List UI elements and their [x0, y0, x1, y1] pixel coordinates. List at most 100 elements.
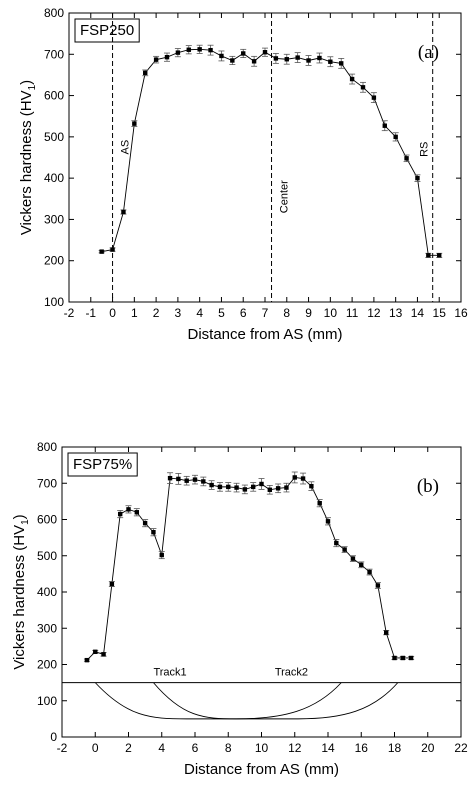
data-point — [408, 655, 414, 661]
panel-tag: (b) — [417, 476, 439, 497]
data-point — [317, 500, 322, 506]
x-tick-label: 6 — [192, 741, 199, 755]
x-tick-label: 16 — [454, 306, 468, 320]
x-tick-label: 5 — [218, 306, 225, 320]
y-axis-title-sub: 1 — [27, 84, 38, 90]
data-point — [273, 56, 279, 61]
data-point — [284, 57, 289, 62]
x-tick-label: 0 — [92, 741, 99, 755]
x-tick-label: 2 — [125, 741, 132, 755]
region-label: RS — [419, 142, 431, 157]
x-tick-label: 2 — [153, 306, 160, 320]
data-point — [242, 487, 248, 492]
x-tick-label: -2 — [64, 306, 75, 320]
y-tick-label: 800 — [44, 6, 64, 20]
data-point — [404, 156, 409, 161]
data-point — [93, 649, 98, 655]
plot-frame — [61, 446, 462, 738]
x-tick-label: 13 — [389, 306, 403, 320]
data-point — [230, 58, 235, 63]
data-point — [339, 61, 344, 66]
data-point — [300, 476, 306, 481]
data-point — [371, 95, 377, 100]
x-tick-label: 16 — [355, 741, 369, 755]
y-tick-label: 300 — [44, 212, 64, 226]
panel-tag: (a) — [418, 42, 439, 63]
data-point — [99, 249, 104, 254]
x-tick-label: 0 — [109, 306, 116, 320]
region-label: AS — [120, 140, 132, 155]
x-tick-label: 14 — [411, 306, 425, 320]
x-tick-label: 7 — [262, 306, 269, 320]
x-axis-title: Distance from AS (mm) — [187, 326, 342, 343]
track-label: Track2 — [275, 666, 308, 678]
x-tick-label: 1 — [131, 306, 138, 320]
data-point — [262, 50, 268, 55]
y-tick-label: 600 — [37, 513, 57, 527]
data-point — [382, 123, 387, 128]
y-tick-label: 700 — [37, 476, 57, 490]
y-axis-title-sub: 1 — [20, 519, 31, 525]
track-profile-track2 — [153, 682, 399, 720]
y-tick-label: 700 — [44, 47, 64, 61]
data-point — [383, 630, 389, 635]
data-point — [251, 59, 257, 64]
data-point — [159, 552, 164, 558]
y-axis-title-main: Vickers hardness (HV — [18, 90, 35, 235]
data-point — [392, 655, 397, 661]
data-point — [292, 475, 297, 480]
x-tick-label: 15 — [433, 306, 447, 320]
x-tick-label: 11 — [346, 306, 359, 320]
data-point — [151, 529, 156, 535]
data-point — [132, 121, 137, 126]
x-tick-label: 8 — [225, 741, 232, 755]
data-point — [208, 47, 213, 53]
y-axis-title: Vickers hardness (HV1) — [18, 80, 38, 235]
data-point — [101, 652, 106, 657]
data-point — [275, 486, 281, 491]
x-tick-label: 3 — [175, 306, 182, 320]
y-axis-title: Vickers hardness (HV1) — [11, 514, 31, 669]
panel-b: -2 0 2 4 6 8 10 12 14 16 18 20 220100200300400500600… — [11, 440, 468, 778]
x-tick-label: 12 — [367, 306, 381, 320]
data-point — [192, 477, 198, 482]
x-tick-label: 6 — [240, 306, 247, 320]
data-point — [217, 484, 223, 490]
series-line — [86, 476, 412, 661]
y-tick-label: 400 — [44, 171, 64, 185]
x-axis-title: Distance from AS (mm) — [184, 761, 339, 778]
sample-label: FSP75% — [73, 456, 132, 473]
data-point — [109, 581, 115, 587]
y-tick-label: 800 — [37, 440, 57, 454]
series-line — [101, 48, 440, 256]
x-tick-label: 12 — [288, 741, 302, 755]
data-point — [167, 475, 173, 481]
data-point — [241, 51, 246, 56]
data-point — [121, 209, 126, 215]
y-tick-label: 200 — [37, 658, 57, 672]
region-label: Center — [279, 180, 291, 213]
y-axis-title-close: ) — [18, 80, 35, 85]
y-tick-label: 0 — [50, 730, 57, 744]
x-tick-label: 22 — [454, 741, 468, 755]
data-point — [437, 253, 442, 258]
data-point — [325, 519, 331, 524]
data-point — [175, 50, 181, 55]
sample-label-box — [67, 452, 138, 477]
y-tick-label: 200 — [44, 254, 64, 268]
y-tick-label: 100 — [37, 694, 57, 708]
data-point — [117, 511, 123, 517]
y-tick-label: 500 — [44, 130, 64, 144]
data-point — [400, 655, 406, 661]
x-tick-label: 4 — [158, 741, 165, 755]
data-point — [209, 482, 214, 488]
y-axis-title-close: ) — [11, 514, 28, 519]
data-point — [359, 562, 364, 568]
data-point — [426, 253, 431, 258]
data-point — [176, 476, 181, 482]
y-tick-label: 500 — [37, 549, 57, 563]
data-point — [415, 175, 420, 181]
data-point — [306, 58, 311, 63]
data-point — [143, 70, 148, 76]
